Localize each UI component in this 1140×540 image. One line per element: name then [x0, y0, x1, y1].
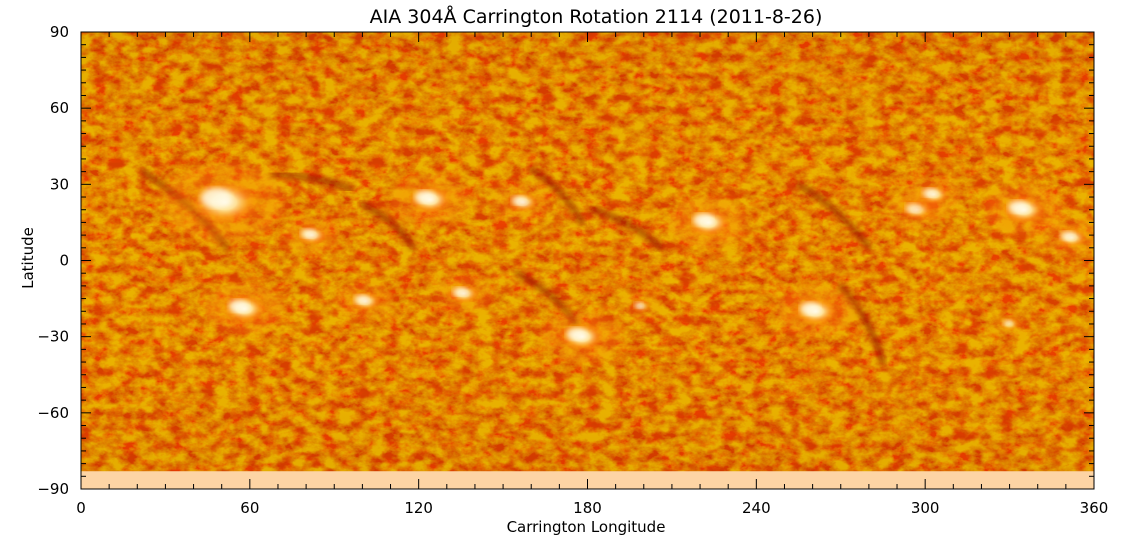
- y-tick-label: 0: [59, 252, 69, 270]
- active-region-4: [669, 197, 748, 247]
- x-tick-label: 240: [742, 499, 771, 517]
- y-tick-label: 30: [50, 175, 69, 193]
- x-tick-label: 180: [573, 499, 602, 517]
- active-region-0: [163, 163, 285, 242]
- y-axis-label: Latitude: [19, 227, 37, 289]
- active-region-3: [494, 184, 552, 220]
- active-region-10: [336, 283, 394, 319]
- x-tick-label: 360: [1080, 499, 1109, 517]
- active-region-12: [542, 311, 621, 361]
- active-region-13: [623, 294, 659, 319]
- active-region-1: [283, 217, 341, 253]
- map-texture: [81, 32, 1094, 489]
- x-tick-label: 60: [240, 499, 259, 517]
- y-tick-label: 60: [50, 99, 69, 117]
- y-tick-label: 90: [50, 23, 69, 41]
- active-region-8: [1043, 220, 1101, 256]
- active-region-2: [390, 174, 469, 224]
- plot-area: [81, 32, 1100, 489]
- active-region-15: [992, 311, 1028, 336]
- y-tick-label: −60: [37, 404, 69, 422]
- x-tick-label: 0: [76, 499, 86, 517]
- chart-title: AIA 304Å Carrington Rotation 2114 (2011-…: [370, 5, 823, 28]
- active-region-9: [205, 284, 284, 334]
- active-region-14: [776, 286, 855, 336]
- x-tick-label: 300: [911, 499, 940, 517]
- y-tick-label: −30: [37, 328, 69, 346]
- x-tick-label: 120: [404, 499, 433, 517]
- x-axis-label: Carrington Longitude: [507, 518, 666, 536]
- active-region-6: [905, 176, 963, 212]
- y-tick-label: −90: [37, 480, 69, 498]
- active-region-11: [435, 276, 493, 312]
